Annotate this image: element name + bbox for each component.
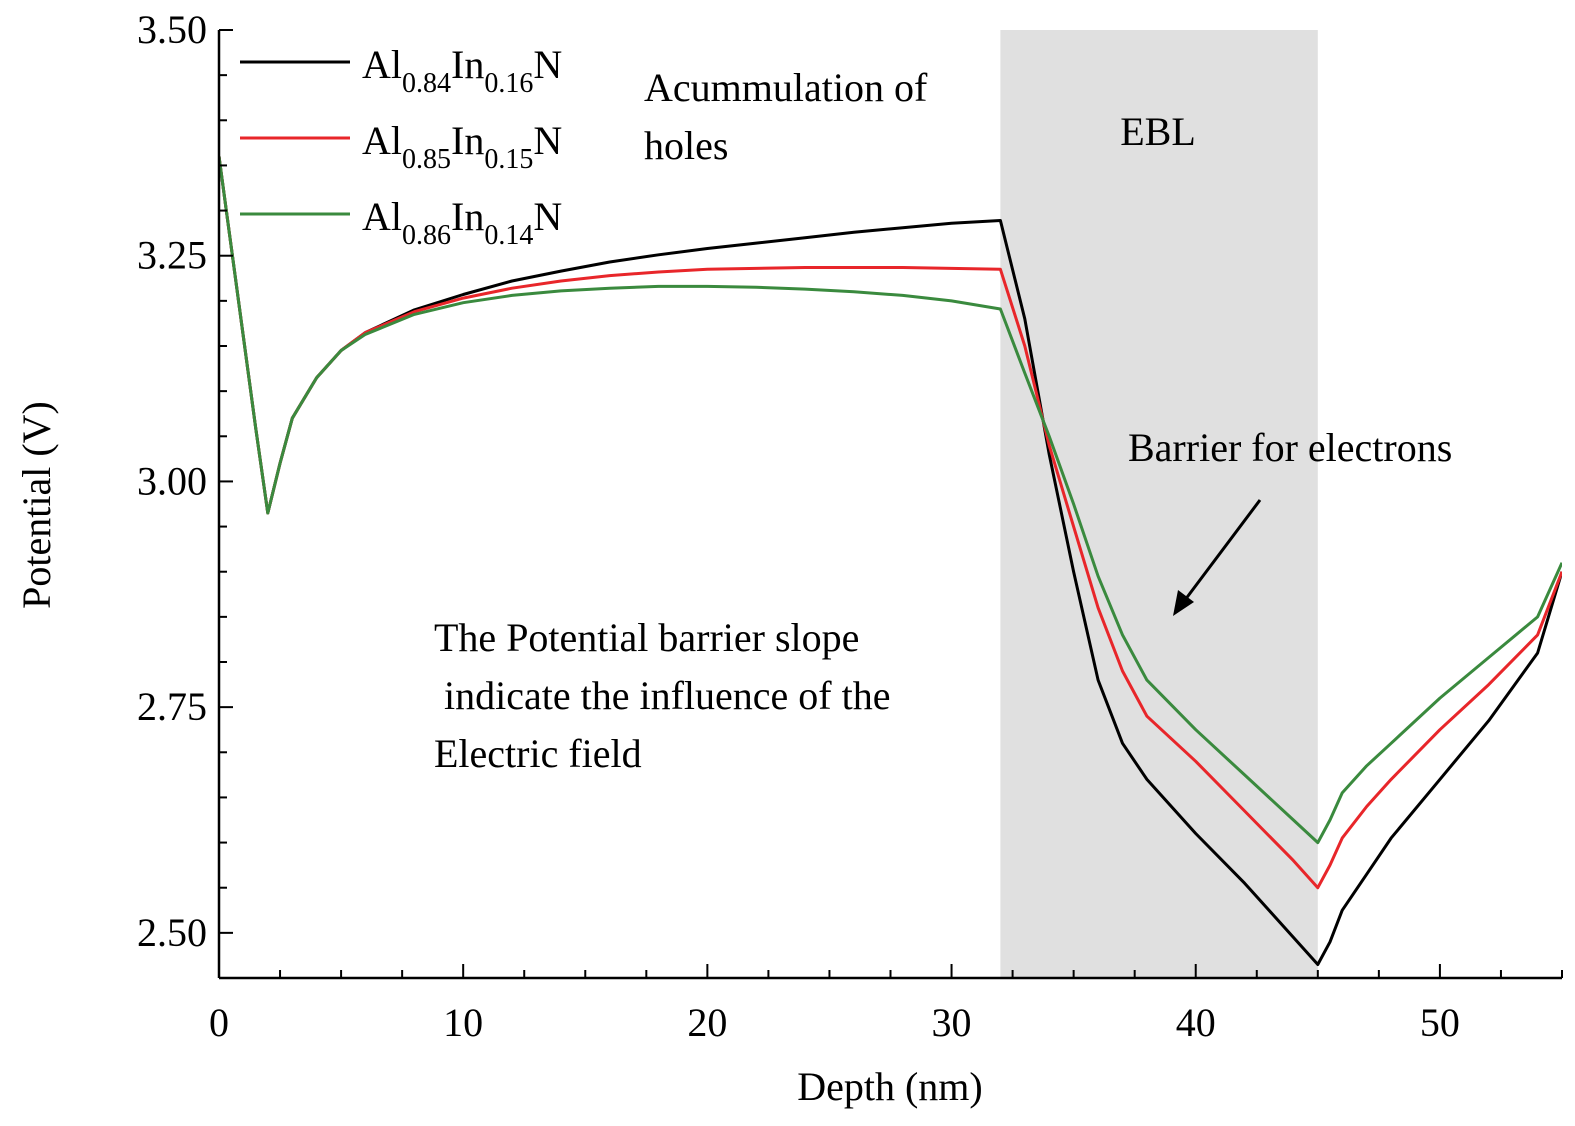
barrier-annotation: Barrier for electrons [1128,425,1452,470]
legend-entry-2: Al0.86In0.14N [240,194,562,251]
y-tick-label: 3.50 [137,7,207,52]
ebl-shade [1000,30,1318,978]
accumulation-annotation-line1: Acummulation of [644,65,928,110]
legend: Al0.84In0.16N Al0.85In0.15N Al0.86In0.14… [240,42,562,251]
y-tick-label: 3.00 [137,458,207,503]
barrier-arrow [1173,499,1262,616]
x-tick-label: 10 [443,1000,483,1045]
legend-label-1: Al0.85In0.15N [362,118,562,175]
y-tick-label: 2.50 [137,910,207,955]
series-lines [219,156,1562,966]
slope-annotation-line3: Electric field [434,731,642,776]
accumulation-annotation-line2: holes [644,123,728,168]
tick-labels: 0 10 20 30 40 50 2.50 2.75 3.00 3.25 3.50 [137,7,1460,1045]
axis-ticks [218,29,1563,979]
x-tick-label: 50 [1420,1000,1460,1045]
legend-entry-0: Al0.84In0.16N [240,42,562,99]
legend-label-2: Al0.86In0.14N [362,194,562,251]
legend-label-0: Al0.84In0.16N [362,42,562,99]
slope-annotation-line1: The Potential barrier slope [434,615,859,660]
x-tick-label: 30 [932,1000,972,1045]
y-tick-label: 3.25 [137,233,207,278]
ebl-label: EBL [1120,109,1196,154]
slope-annotation-line2: indicate the influence of the [434,673,890,718]
x-tick-label: 40 [1176,1000,1216,1045]
x-axis-title: Depth (nm) [797,1064,983,1109]
x-tick-label: 0 [209,1000,229,1045]
y-tick-label: 2.75 [137,684,207,729]
legend-entry-1: Al0.85In0.15N [240,118,562,175]
ebl-region [1000,30,1318,978]
x-tick-label: 20 [687,1000,727,1045]
y-axis-title: Potential (V) [14,401,59,609]
series-line-2 [219,156,1562,845]
